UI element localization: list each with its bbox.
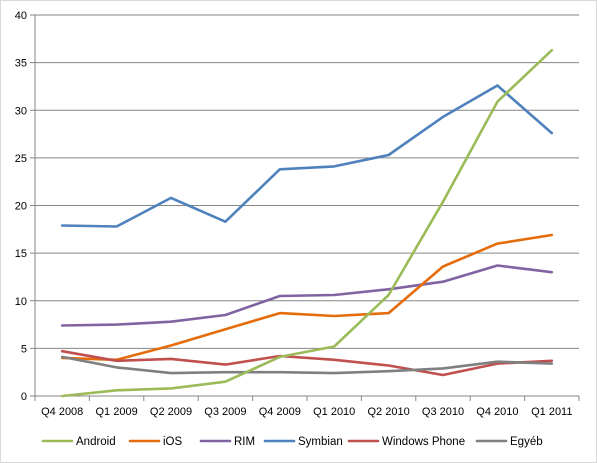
y-tick-label: 15 xyxy=(15,248,27,260)
legend-label-windows-phone: Windows Phone xyxy=(382,436,465,448)
y-tick-label: 20 xyxy=(15,201,27,213)
series-line-rim xyxy=(60,264,554,327)
x-tick-label: Q1 2009 xyxy=(95,406,137,418)
y-tick-label: 0 xyxy=(21,391,27,403)
legend-label-android: Android xyxy=(76,436,116,448)
legend-label-symbian: Symbian xyxy=(298,436,343,448)
y-tick-label: 40 xyxy=(15,10,27,22)
series-line-windows-phone xyxy=(60,349,554,377)
y-tick-label: 25 xyxy=(15,153,27,165)
y-tick-labels: 0 5 10 15 20 25 30 35 40 xyxy=(15,10,27,403)
x-tick-label: Q1 2010 xyxy=(313,406,355,418)
series-line-symbian xyxy=(60,84,554,228)
x-tick-label: Q2 2009 xyxy=(150,406,192,418)
x-tick-label: Q1 2011 xyxy=(531,406,572,418)
axes xyxy=(30,14,580,401)
x-tick-label: Q3 2009 xyxy=(204,406,246,418)
series-lines xyxy=(60,48,554,398)
gridlines xyxy=(35,14,579,349)
y-tick-label: 30 xyxy=(15,105,27,117)
legend-label-ios: iOS xyxy=(163,436,183,448)
series-line-android xyxy=(60,48,554,398)
x-tick-labels: Q4 2008 Q1 2009 Q2 2009 Q3 2009 Q4 2009 Q1 20… xyxy=(41,406,572,418)
legend: Android iOS RIM Symbian Windows Phone Egyéb xyxy=(41,436,543,448)
x-tick-label: Q4 2009 xyxy=(259,406,301,418)
series-line-ios xyxy=(60,233,554,362)
legend-label-rim: RIM xyxy=(234,436,255,448)
y-tick-label: 35 xyxy=(15,58,27,70)
x-tick-label: Q4 2010 xyxy=(476,406,518,418)
x-tick-label: Q3 2010 xyxy=(422,406,464,418)
y-tick-label: 10 xyxy=(15,296,27,308)
x-tick-label: Q4 2008 xyxy=(41,406,83,418)
legend-label-egy-b: Egyéb xyxy=(510,436,543,448)
series-line-egy-b xyxy=(60,355,554,375)
y-tick-label: 5 xyxy=(21,343,27,355)
x-tick-label: Q2 2010 xyxy=(367,406,409,418)
